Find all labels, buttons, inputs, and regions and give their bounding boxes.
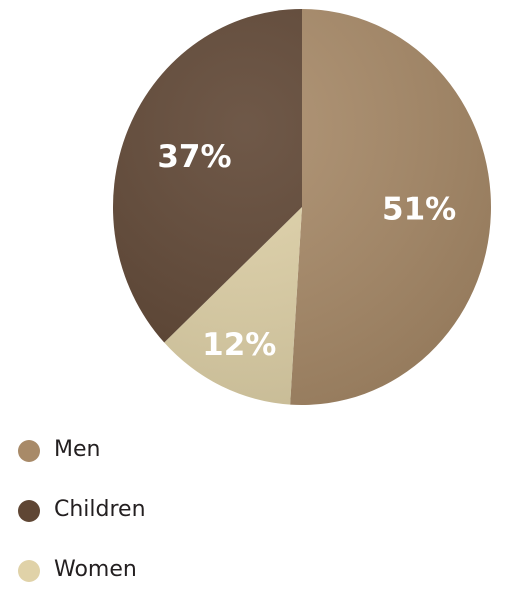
legend-swatch-children	[18, 500, 40, 522]
legend: Men Children Women	[18, 430, 318, 610]
pie-shading	[113, 9, 491, 405]
slice-label-children: 37%	[157, 139, 231, 175]
legend-label-men: Men	[54, 437, 101, 462]
slice-label-women: 12%	[202, 327, 276, 363]
legend-item-men: Men	[18, 430, 318, 490]
legend-swatch-men	[18, 440, 40, 462]
legend-item-women: Women	[18, 550, 318, 610]
legend-item-children: Children	[18, 490, 318, 550]
legend-swatch-women	[18, 560, 40, 582]
slice-label-men: 51%	[382, 191, 456, 227]
legend-label-children: Children	[54, 497, 146, 522]
pie-chart: 51% 12% 37%	[112, 8, 491, 405]
legend-label-women: Women	[54, 557, 137, 582]
